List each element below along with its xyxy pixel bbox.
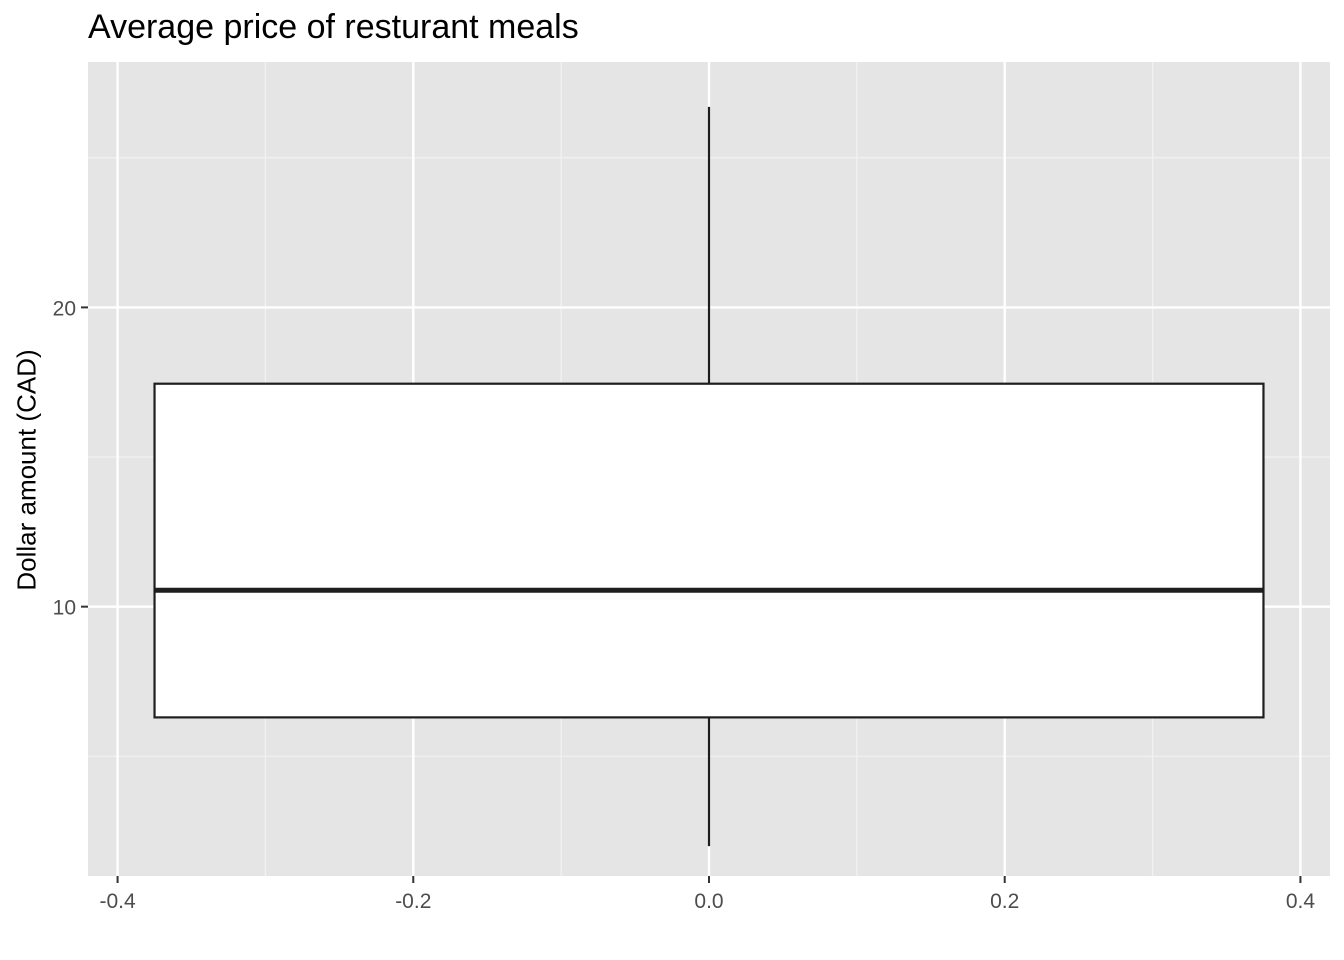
x-tick-label: -0.4 bbox=[99, 890, 136, 913]
x-tick-label: 0.0 bbox=[694, 890, 723, 913]
x-tick-label: -0.2 bbox=[395, 890, 431, 913]
x-tick-label: 0.4 bbox=[1286, 890, 1316, 913]
x-tick-label: 0.2 bbox=[990, 890, 1019, 913]
box-iqr bbox=[153, 382, 1265, 719]
y-tick-label: 10 bbox=[53, 597, 76, 620]
chart-title: Average price of resturant meals bbox=[88, 8, 579, 46]
y-tick-label: 20 bbox=[53, 297, 76, 320]
